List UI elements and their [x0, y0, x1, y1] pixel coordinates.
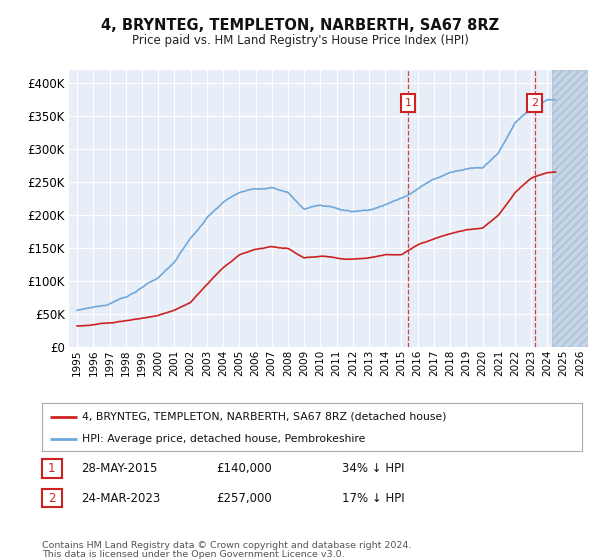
- Bar: [553, 70, 600, 347]
- Text: 1: 1: [404, 98, 412, 108]
- Text: 24-MAR-2023: 24-MAR-2023: [81, 492, 160, 505]
- Text: 4, BRYNTEG, TEMPLETON, NARBERTH, SA67 8RZ: 4, BRYNTEG, TEMPLETON, NARBERTH, SA67 8R…: [101, 18, 499, 32]
- Bar: [553, 70, 600, 347]
- Text: 2: 2: [531, 98, 538, 108]
- Text: 4, BRYNTEG, TEMPLETON, NARBERTH, SA67 8RZ (detached house): 4, BRYNTEG, TEMPLETON, NARBERTH, SA67 8R…: [83, 412, 447, 422]
- Text: Price paid vs. HM Land Registry's House Price Index (HPI): Price paid vs. HM Land Registry's House …: [131, 34, 469, 47]
- Text: Contains HM Land Registry data © Crown copyright and database right 2024.: Contains HM Land Registry data © Crown c…: [42, 542, 412, 550]
- Text: 34% ↓ HPI: 34% ↓ HPI: [342, 462, 404, 475]
- Text: This data is licensed under the Open Government Licence v3.0.: This data is licensed under the Open Gov…: [42, 550, 344, 559]
- Text: HPI: Average price, detached house, Pembrokeshire: HPI: Average price, detached house, Pemb…: [83, 435, 366, 445]
- Text: 2: 2: [48, 492, 56, 505]
- Text: 17% ↓ HPI: 17% ↓ HPI: [342, 492, 404, 505]
- Text: 1: 1: [48, 462, 56, 475]
- Text: £140,000: £140,000: [216, 462, 272, 475]
- Text: 28-MAY-2015: 28-MAY-2015: [81, 462, 157, 475]
- Text: £257,000: £257,000: [216, 492, 272, 505]
